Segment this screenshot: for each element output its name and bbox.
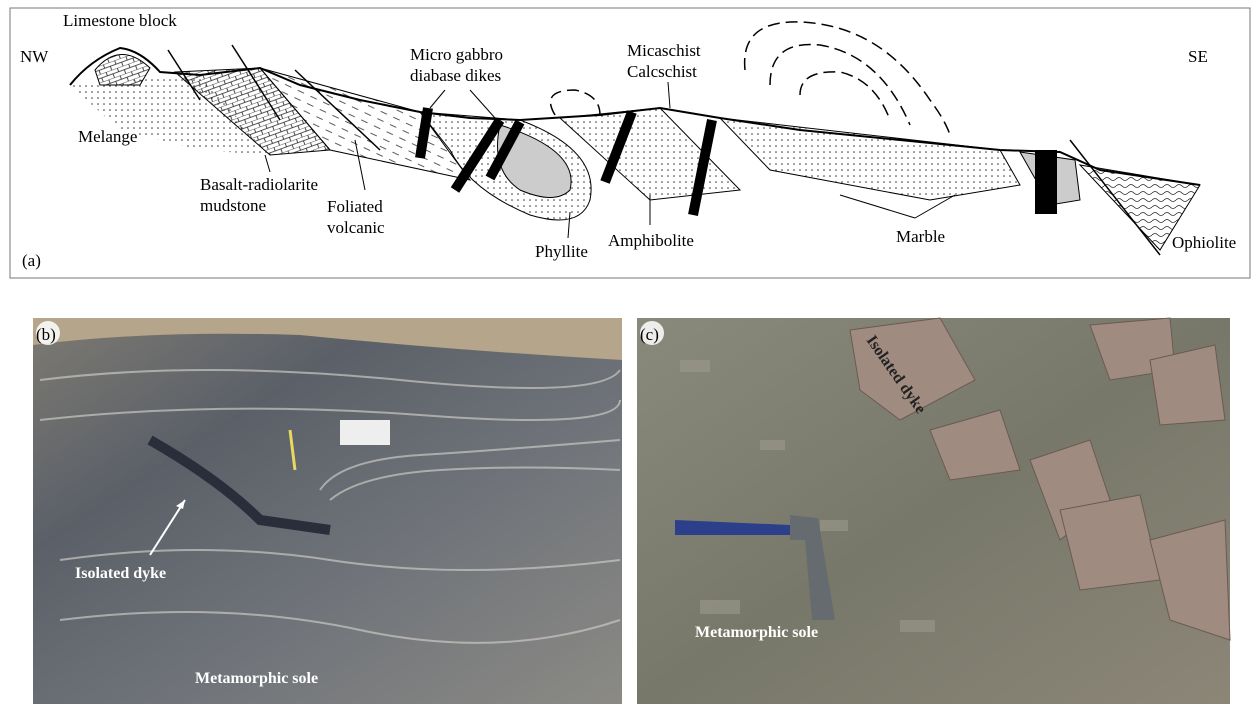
unit-label: Amphibolite [608, 231, 694, 250]
unit-label: Melange [78, 127, 137, 146]
annotation: Metamorphic sole [695, 624, 818, 641]
unit-label: Micro gabbro [410, 45, 503, 64]
unit-label: Limestone block [63, 11, 177, 30]
panel-label: (a) [22, 251, 41, 270]
direction-label: SE [1188, 47, 1208, 66]
unit-label: Micaschist [627, 41, 701, 60]
unit-label: Calcschist [627, 62, 697, 81]
panel-label: (c) [640, 325, 659, 344]
unit-label: Marble [896, 227, 945, 246]
annotation: Isolated dyke [75, 565, 166, 582]
panel-b: (b) Isolated dyke Metamorphic sole [33, 318, 622, 704]
unit-label: Ophiolite [1172, 233, 1236, 252]
figure: NW SE (a) Limestone block Melange Basalt… [0, 0, 1258, 704]
photo-outcrop [33, 318, 622, 704]
unit-label: diabase dikes [410, 66, 501, 85]
unit-label: mudstone [200, 196, 266, 215]
unit-label: volcanic [327, 218, 385, 237]
unit-label: Foliated [327, 197, 383, 216]
photo-quartz [340, 420, 390, 445]
panel-a: NW SE (a) Limestone block Melange Basalt… [10, 8, 1250, 278]
annotation: Metamorphic sole [195, 670, 318, 687]
unit-label: Basalt-radiolarite [200, 175, 318, 194]
direction-label: NW [20, 47, 49, 66]
unit-label: Phyllite [535, 242, 588, 261]
panel-label: (b) [36, 325, 56, 344]
panel-c: (c) Isolated dyke Metamorphic sole [637, 318, 1230, 704]
